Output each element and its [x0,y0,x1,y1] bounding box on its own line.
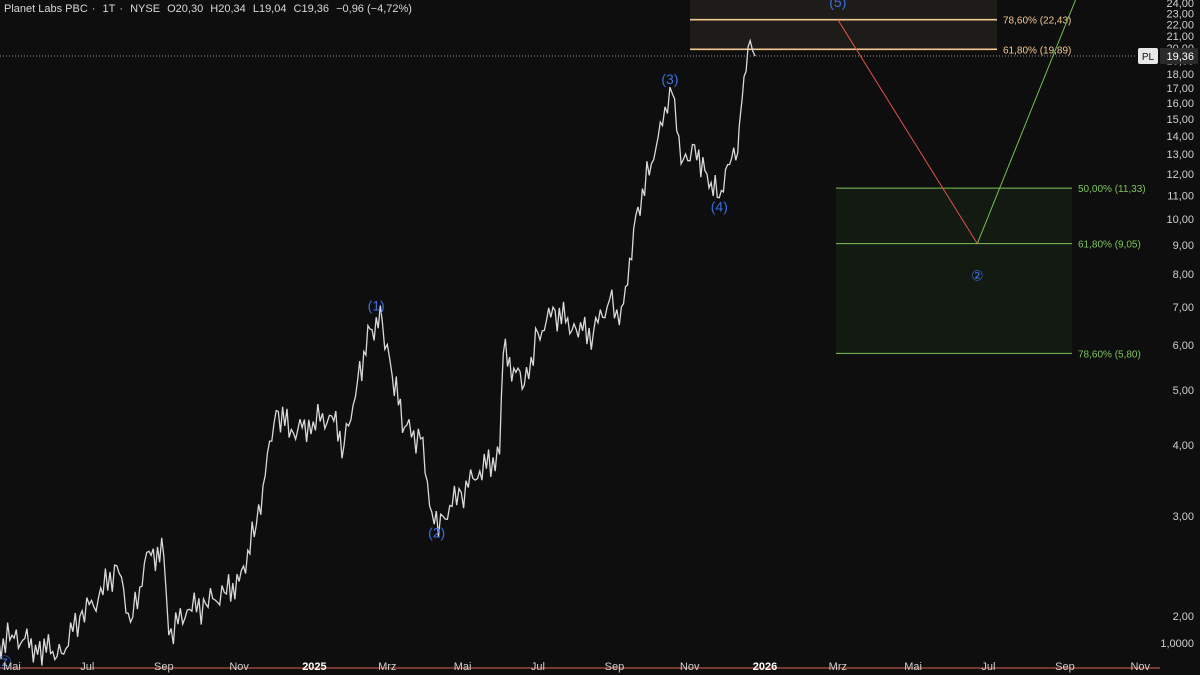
y-tick-label: 23,00 [1166,8,1194,20]
fib-upper-label: 61,80% (19,89) [1003,45,1071,56]
price-badge [1160,47,1198,64]
interval-label: 1T [102,3,116,15]
wave-label: (2) [428,524,445,540]
y-tick-label: 2,00 [1173,611,1194,623]
open-value: O20,30 [167,3,204,15]
y-tick-label: 17,00 [1166,83,1194,95]
x-tick-label: Jul [981,661,995,673]
y-tick-label: 3,00 [1173,511,1194,523]
fib-lower-label: 50,00% (11,33) [1078,184,1146,195]
x-tick-label: Nov [229,661,249,673]
x-tick-label: Mai [904,661,922,673]
symbol-name: Planet Labs PBC [4,3,88,15]
x-tick-label: Jul [531,661,545,673]
symbol-header: Planet Labs PBC · 1T · NYSE O20,30 H20,34 … [4,3,412,15]
y-tick-label: 16,00 [1166,98,1194,110]
y-tick-label: 10,00 [1166,214,1194,226]
fib-upper-label: 78,60% (22,43) [1003,16,1071,27]
x-tick-label: Jul [80,661,94,673]
close-value: C19,36 [293,3,330,15]
y-tick-label: 14,00 [1166,131,1194,143]
x-tick-label: Sep [154,661,174,673]
exchange-label: NYSE [130,3,161,15]
ticker-badge [1138,47,1158,64]
high-value: H20,34 [210,3,246,15]
low-value: L19,04 [252,3,287,15]
wave-label: (1) [368,298,385,314]
x-tick-label: Sep [1055,661,1075,673]
x-tick-label: Mrz [829,661,847,673]
y-tick-label: 12,00 [1166,169,1194,181]
y-tick-label: 18,00 [1166,69,1194,81]
wave-label: (4) [711,199,728,215]
price-badge-label: 19,36 [1166,51,1194,63]
price-series [0,38,756,666]
fib-upper-zone [690,0,997,50]
x-tick-label: Mrz [378,661,396,673]
fib-lower-label: 61,80% (9,05) [1078,240,1141,251]
y-tick-label: 7,00 [1173,302,1194,314]
y-tick-label: 9,00 [1173,240,1194,252]
wave-label: (5) [829,0,846,10]
y-tick-label: 21,00 [1166,31,1194,43]
y-tick-label: 5,00 [1173,385,1194,397]
y-tick-label: 24,00 [1166,0,1194,10]
y-tick-label: 4,00 [1173,440,1194,452]
change-value: −0,96 (−4,72%) [336,3,412,15]
y-tick-label: 11,00 [1167,190,1194,202]
fib-lower-label: 78,60% (5,80) [1078,349,1141,360]
y-tick-label: 22,00 [1166,19,1194,31]
wave-label: (3) [661,71,678,87]
x-tick-label: Mai [3,661,21,673]
y-tick-label: 1,0000 [1160,638,1194,650]
y-tick-label: 8,00 [1173,269,1194,281]
wave-label: Ⓩ [0,655,12,671]
wave-label: ② [971,267,984,283]
ticker-badge-label: PL [1142,52,1155,63]
x-tick-label: 2025 [302,661,326,673]
x-tick-label: Nov [1130,661,1150,673]
x-tick-label: Nov [680,661,700,673]
y-tick-label: 6,00 [1173,340,1194,352]
projection-down-line [837,19,978,244]
x-tick-label: 2026 [753,661,777,673]
y-tick-label: 13,00 [1166,149,1194,161]
x-tick-label: Sep [605,661,625,673]
fib-lower-zone [836,188,1072,354]
y-tick-label: 15,00 [1166,114,1194,126]
x-tick-label: Mai [454,661,472,673]
projection-up-line [976,0,1077,244]
